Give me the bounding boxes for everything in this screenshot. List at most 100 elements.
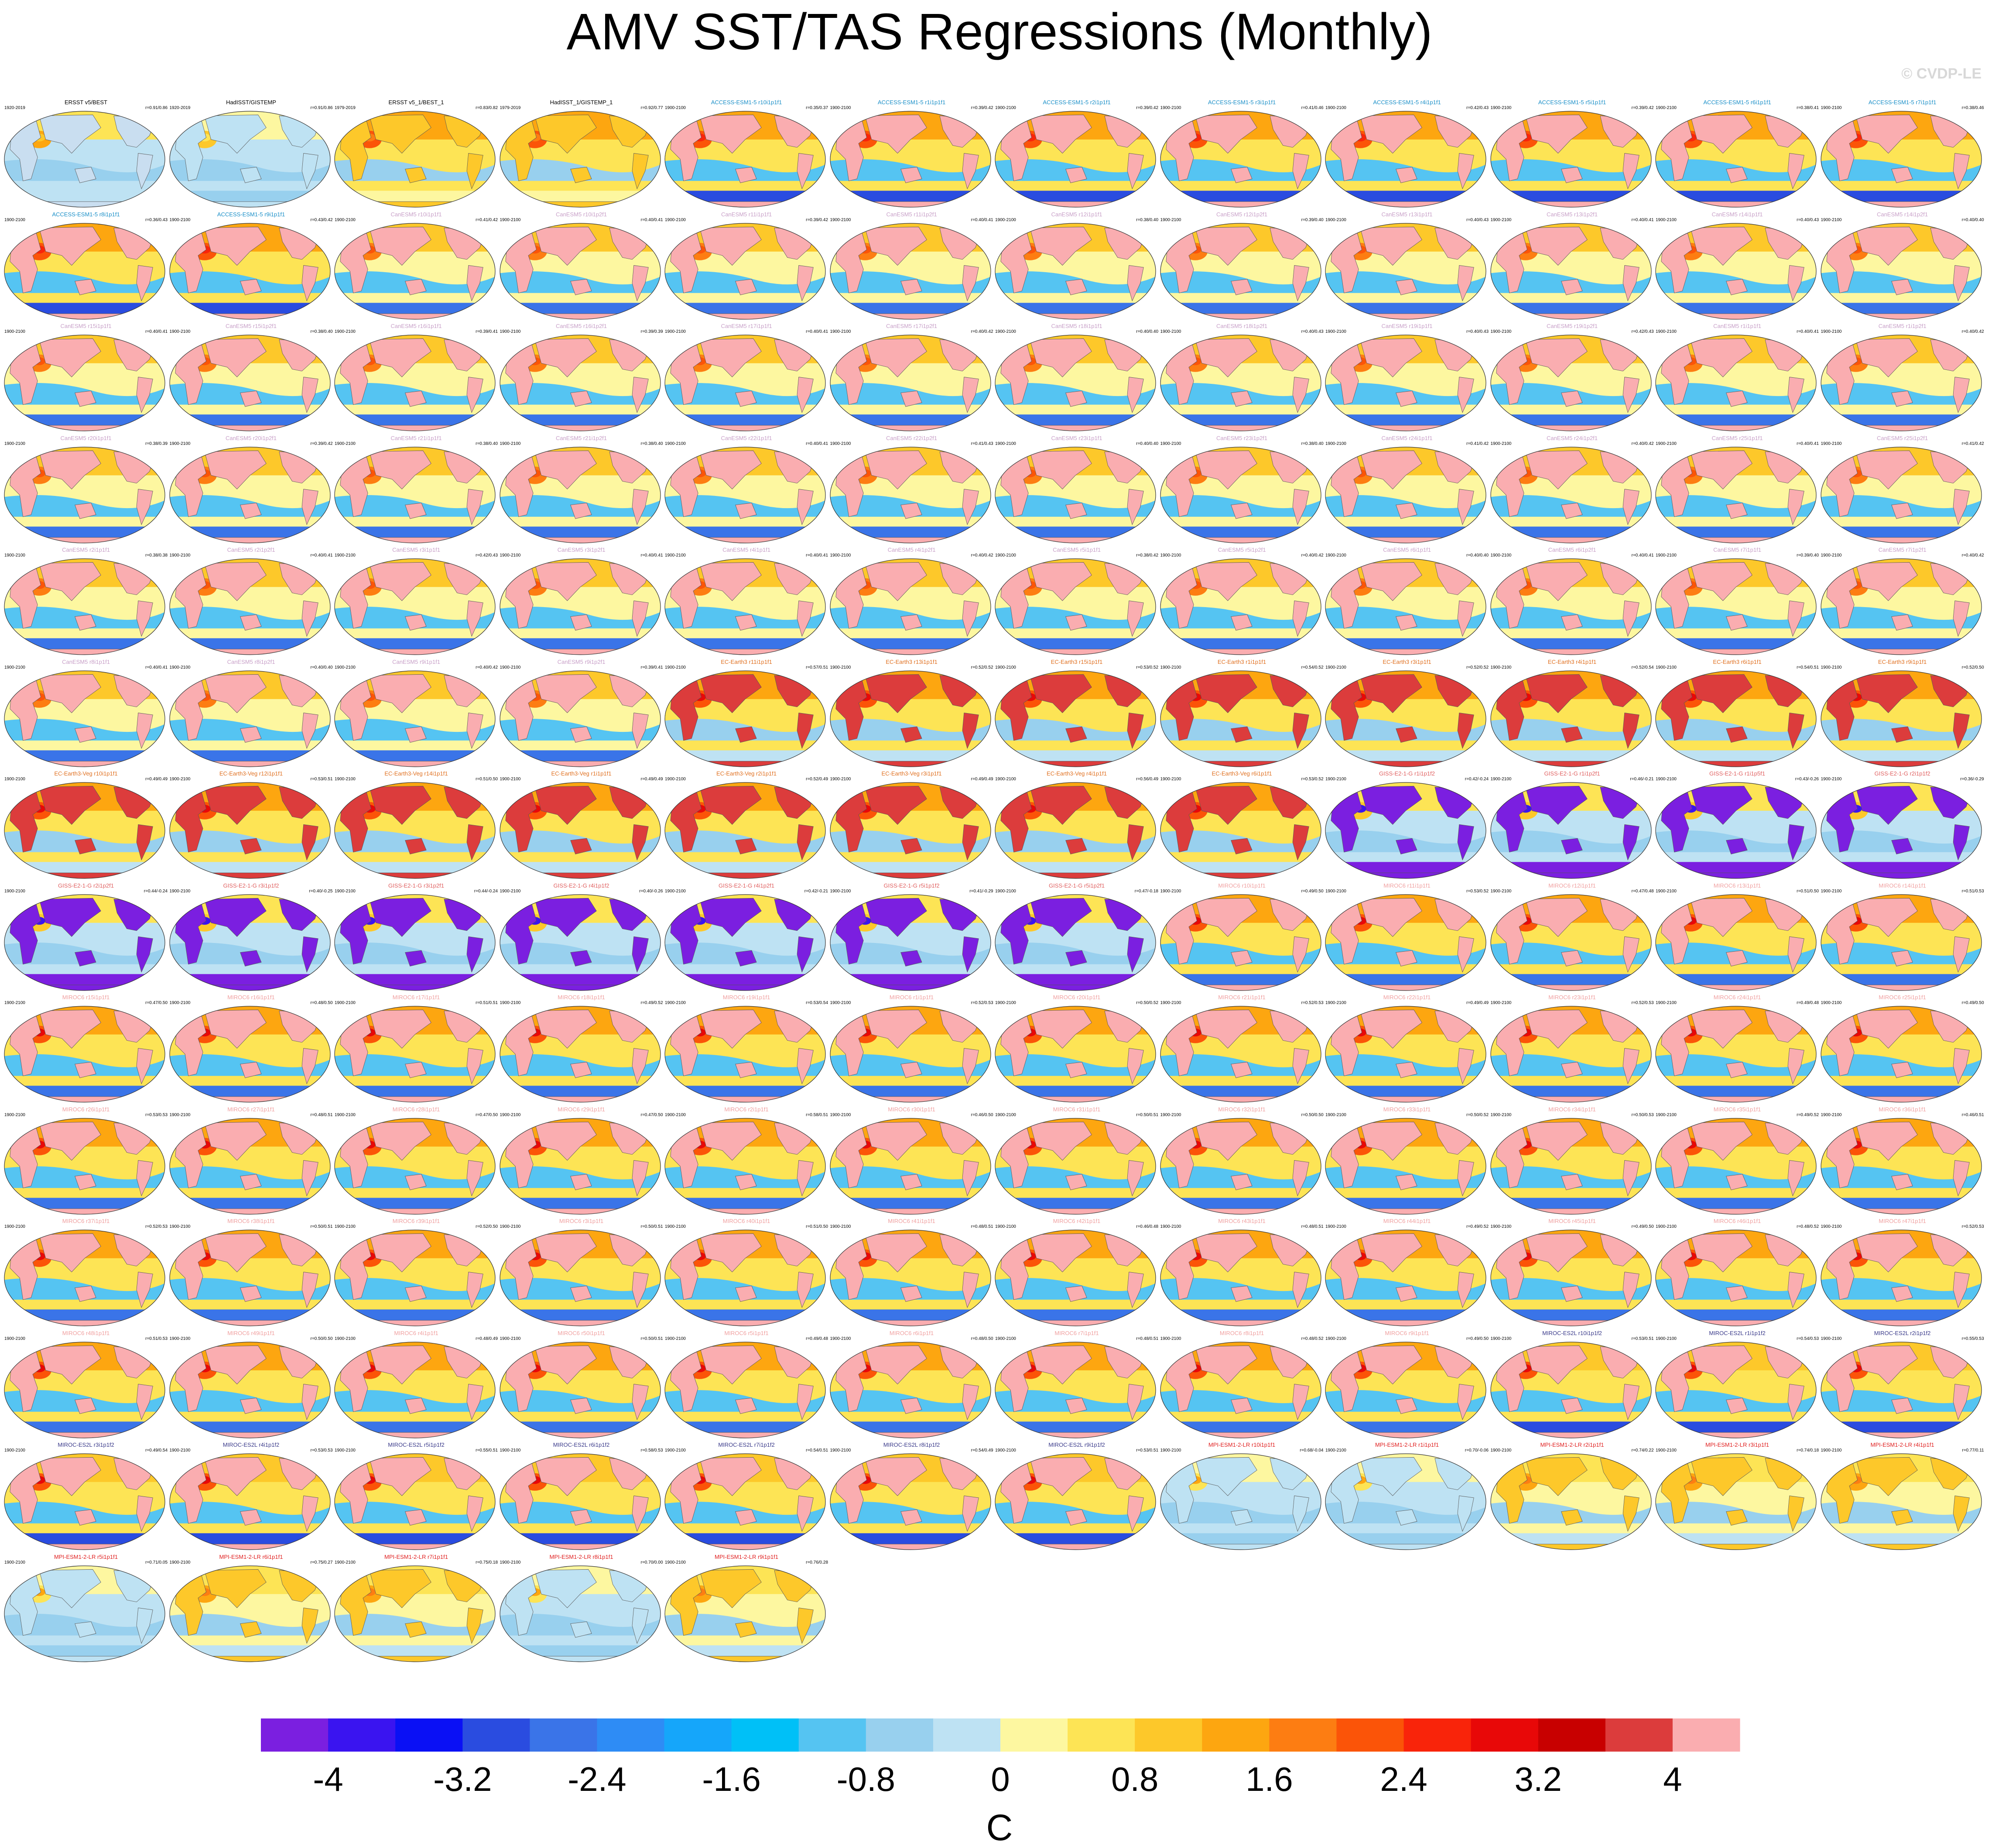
- panel-correlation: r=0.39/0.42: [806, 217, 828, 222]
- world-map: [1820, 558, 1982, 655]
- panel-period: 1900-2100: [500, 1224, 521, 1229]
- panel-period: 1900-2100: [169, 1448, 191, 1453]
- panel-period: 1900-2100: [1821, 1001, 1842, 1005]
- map-panel: CanESM5 r19i1p2f1 1900-2100 r=0.42/0.43: [1490, 323, 1655, 435]
- map-panel: EC-Earth3-Veg r2i1p1f1 1900-2100 r=0.52/0.…: [664, 771, 829, 882]
- map-panel: EC-Earth3-Veg r1i1p1f1 1900-2100 r=0.49/0.…: [499, 771, 664, 882]
- colorbar-swatch: [1202, 1718, 1270, 1752]
- world-map: [334, 894, 496, 991]
- world-map: [334, 1453, 496, 1550]
- map-panel: GISS-E2-1-G r1i1p2f1 1900-2100 r=0.46/-0.2…: [1490, 771, 1655, 882]
- panel-correlation: r=0.91/0.86: [310, 106, 333, 110]
- world-map: [664, 1341, 826, 1438]
- colorbar-swatch: [395, 1718, 463, 1752]
- panel-title: MPI-ESM1-2-LR r1i1p1f1: [1375, 1442, 1439, 1448]
- world-map: [169, 446, 331, 543]
- world-map: [1655, 111, 1817, 208]
- colorbar-swatch: [462, 1718, 530, 1752]
- panel-correlation: r=0.40/0.42: [1301, 553, 1324, 558]
- panel-title: MIROC6 r5i1p1f1: [724, 1330, 769, 1336]
- panel-correlation: r=0.48/0.50: [310, 1001, 333, 1005]
- panel-title: ACCESS-ESM1-5 r3i1p1f1: [1208, 99, 1276, 106]
- world-map: [1325, 111, 1486, 208]
- world-map: [169, 1117, 331, 1215]
- map-panel: MIROC6 r46i1p1f1 1900-2100 r=0.48/0.52: [1655, 1218, 1820, 1330]
- map-panel: MPI-ESM1-2-LR r8i1p1f1 1900-2100 r=0.70/0.…: [499, 1554, 664, 1666]
- panel-title: MIROC-ES2L r9i1p1f2: [1048, 1442, 1105, 1448]
- map-panel: MIROC6 r20i1p1f1 1900-2100 r=0.50/0.52: [994, 994, 1159, 1106]
- map-panel: MIROC6 r30i1p1f1 1900-2100 r=0.46/0.50: [829, 1107, 994, 1218]
- panel-period: 1900-2100: [1656, 1001, 1677, 1005]
- panel-correlation: r=0.49/0.48: [806, 1336, 828, 1341]
- map-panel: MIROC6 r39i1p1f1 1900-2100 r=0.52/0.50: [334, 1218, 499, 1330]
- panel-correlation: r=0.36/-0.29: [1960, 777, 1984, 782]
- panel-correlation: r=0.49/0.52: [1466, 1224, 1489, 1229]
- panel-period: 1900-2100: [830, 106, 851, 110]
- panel-correlation: r=0.38/0.42: [1136, 553, 1158, 558]
- world-map: [499, 222, 661, 320]
- panel-correlation: r=0.40/0.40: [1136, 441, 1158, 446]
- panel-correlation: r=0.41/0.43: [971, 441, 993, 446]
- colorbar-tick-label: 3.2: [1515, 1760, 1562, 1798]
- world-map: [829, 1341, 991, 1438]
- panel-title: CanESM5 r1i1p2f1: [1878, 323, 1927, 329]
- panel-title: MIROC6 r16i1p1f1: [227, 994, 275, 1001]
- world-map: [4, 1453, 165, 1550]
- world-map: [1820, 1453, 1982, 1550]
- panel-period: 1900-2100: [1160, 553, 1181, 558]
- panel-period: 1900-2100: [4, 888, 25, 894]
- world-map: [334, 222, 496, 320]
- map-panel: CanESM5 r11i1p1f1 1900-2100 r=0.39/0.42: [664, 212, 829, 323]
- panel-period: 1900-2100: [1656, 217, 1677, 222]
- map-panel: MIROC6 r38i1p1f1 1900-2100 r=0.50/0.51: [169, 1218, 334, 1330]
- panel-period: 1900-2100: [500, 441, 521, 446]
- map-panel: MIROC6 r33i1p1f1 1900-2100 r=0.50/0.52: [1325, 1107, 1489, 1218]
- panel-period: 1900-2100: [830, 665, 851, 670]
- map-panel: MIROC6 r14i1p1f1 1900-2100 r=0.51/0.53: [1820, 883, 1985, 994]
- map-panel: MIROC6 r50i1p1f1 1900-2100 r=0.50/0.51: [499, 1330, 664, 1442]
- world-map: [1655, 670, 1817, 767]
- world-map: [1820, 111, 1982, 208]
- panel-title: MIROC-ES2L r1i1p1f2: [1709, 1330, 1766, 1336]
- panel-title: MIROC-ES2L r4i1p1f2: [222, 1442, 280, 1448]
- map-panel: CanESM5 r5i1p2f1 1900-2100 r=0.40/0.42: [1160, 547, 1325, 659]
- panel-correlation: r=0.40/0.40: [1961, 217, 1984, 222]
- panel-correlation: r=0.46/0.51: [1961, 1112, 1984, 1117]
- panel-title: MIROC6 r48i1p1f1: [62, 1330, 110, 1336]
- map-panel: CanESM5 r5i1p1f1 1900-2100 r=0.38/0.42: [994, 547, 1159, 659]
- map-panel: MIROC6 r19i1p1f1 1900-2100 r=0.53/0.54: [664, 994, 829, 1106]
- panel-title: CanESM5 r16i1p2f1: [555, 323, 607, 329]
- panel-period: 1900-2100: [665, 1001, 686, 1005]
- panel-period: 1900-2100: [4, 665, 25, 670]
- panel-title: GISS-E2-1-G r4i1p1f2: [553, 882, 609, 889]
- world-map: [829, 335, 991, 431]
- panel-period: 1900-2100: [1325, 217, 1346, 222]
- panel-period: 1900-2100: [995, 329, 1016, 334]
- map-panel: CanESM5 r8i1p1f1 1900-2100 r=0.40/0.41: [3, 659, 168, 771]
- panel-period: 1900-2100: [665, 665, 686, 670]
- panel-period: 1900-2100: [1821, 665, 1842, 670]
- panel-title: GISS-E2-1-G r2i1p1f2: [1874, 771, 1931, 777]
- panel-title: MIROC6 r7i1p1f1: [1054, 1330, 1099, 1336]
- panel-period: 1900-2100: [830, 1448, 851, 1453]
- panel-correlation: r=0.51/0.50: [1797, 888, 1819, 894]
- panel-period: 1900-2100: [830, 1112, 851, 1117]
- panel-title: ERSST v5_1/BEST_1: [388, 99, 444, 106]
- world-map: [995, 782, 1156, 879]
- panel-period: 1900-2100: [1656, 888, 1677, 894]
- panel-correlation: r=0.54/0.52: [1301, 665, 1324, 670]
- panel-period: 1900-2100: [4, 1560, 25, 1565]
- panel-title: CanESM5 r19i1p1f1: [1381, 323, 1433, 329]
- map-panel: GISS-E2-1-G r3i1p2f1 1900-2100 r=0.44/-0.2…: [334, 883, 499, 994]
- panel-period: 1900-2100: [665, 1336, 686, 1341]
- panel-correlation: r=0.48/0.51: [971, 1224, 993, 1229]
- panel-title: GISS-E2-1-G r3i1p2f1: [388, 882, 444, 889]
- panel-title: CanESM5 r20i1p2f1: [225, 435, 277, 441]
- map-panel: ACCESS-ESM1-5 r2i1p1f1 1900-2100 r=0.39/0.…: [994, 99, 1159, 211]
- map-panel: MIROC6 r23i1p1f1 1900-2100 r=0.52/0.53: [1490, 994, 1655, 1106]
- panel-title: MIROC6 r20i1p1f1: [1053, 994, 1101, 1001]
- map-panel: GISS-E2-1-G r5i1p1f2 1900-2100 r=0.41/-0.2…: [829, 883, 994, 994]
- panel-title: MIROC6 r10i1p1f1: [1218, 882, 1266, 889]
- panel-period: 1900-2100: [830, 777, 851, 782]
- panel-period: 1900-2100: [1821, 553, 1842, 558]
